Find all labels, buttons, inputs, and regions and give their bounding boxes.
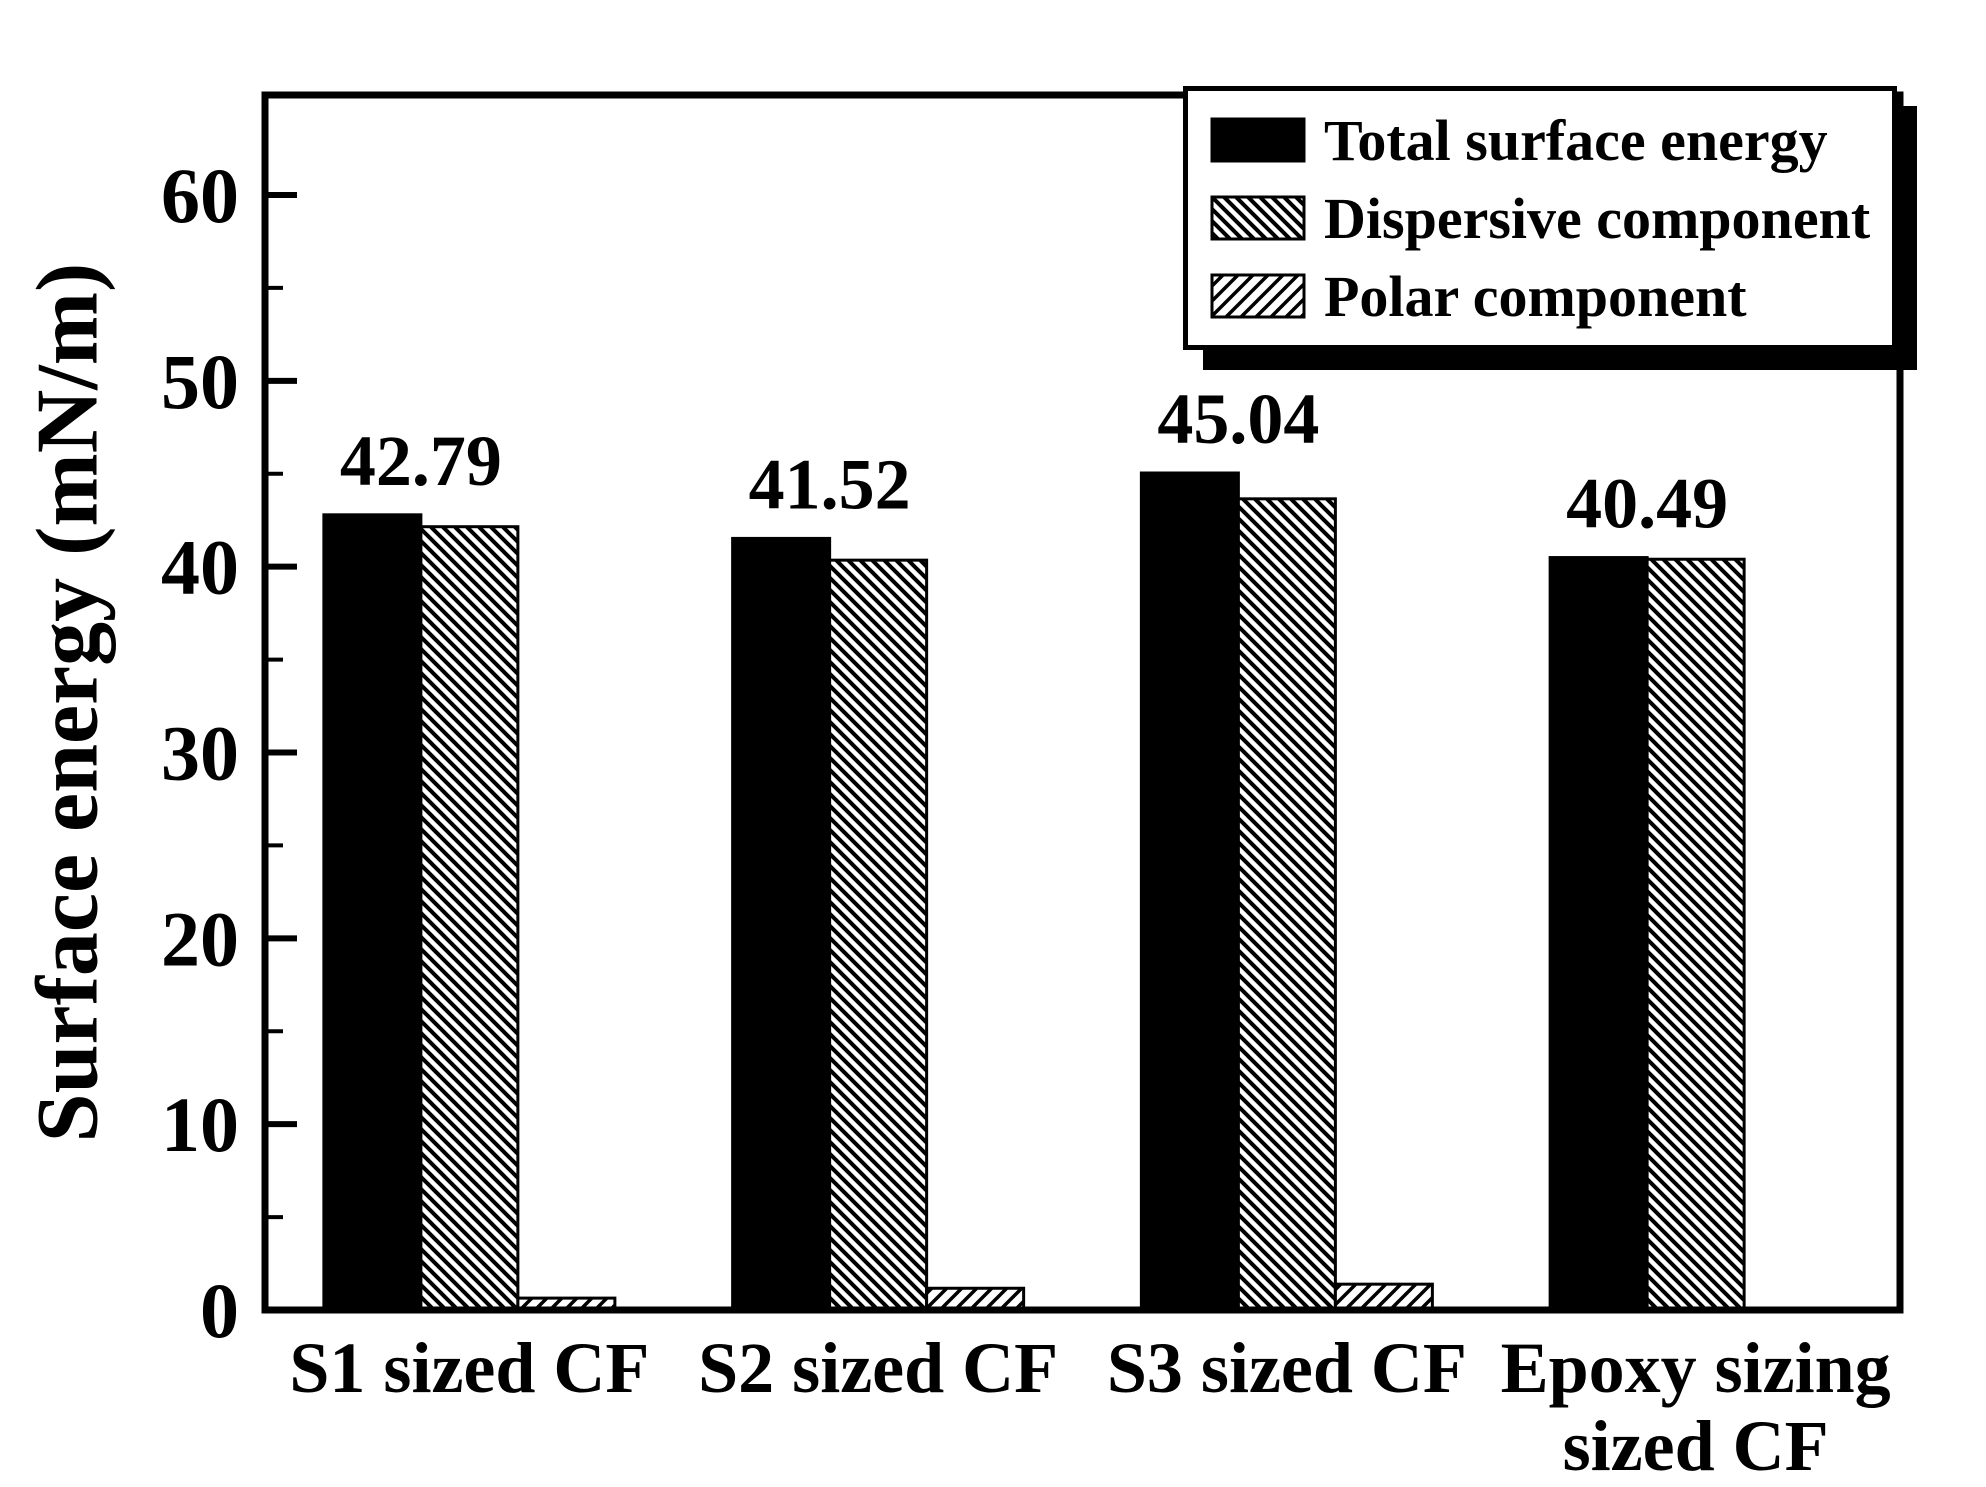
x-category-label: S3 sized CF bbox=[1107, 1328, 1467, 1408]
bar-value-label: 45.04 bbox=[1157, 379, 1319, 459]
legend-label-dispersive: Dispersive component bbox=[1324, 185, 1871, 251]
bar-value-label: 40.49 bbox=[1566, 464, 1728, 544]
bar-value-label: 41.52 bbox=[749, 444, 911, 524]
legend: Total surface energy Dispersive componen… bbox=[1183, 86, 1898, 350]
bar-value-label: 42.79 bbox=[340, 421, 502, 501]
legend-label-polar: Polar component bbox=[1324, 263, 1747, 329]
legend-item-dispersive: Dispersive component bbox=[1210, 179, 1870, 257]
bar-hatch-slash bbox=[1333, 1282, 1434, 1312]
bar-solid-black bbox=[731, 536, 832, 1312]
bar-hatch-backslash bbox=[1236, 497, 1337, 1312]
legend-swatch-slash-hatch bbox=[1210, 273, 1306, 319]
legend-swatch-backslash-hatch bbox=[1210, 195, 1306, 241]
bar-hatch-backslash bbox=[828, 558, 929, 1312]
bar-hatch-backslash bbox=[419, 525, 520, 1312]
y-tick-label: 50 bbox=[161, 338, 239, 425]
x-category-label: S1 sized CF bbox=[289, 1328, 649, 1408]
y-tick-label: 20 bbox=[161, 895, 239, 982]
legend-label-total: Total surface energy bbox=[1324, 107, 1828, 173]
legend-item-polar: Polar component bbox=[1210, 257, 1870, 335]
y-tick-label: 0 bbox=[200, 1267, 239, 1354]
x-category-label: Epoxy sizing sized CF bbox=[1501, 1328, 1891, 1486]
x-category-label: S2 sized CF bbox=[698, 1328, 1058, 1408]
bar-hatch-backslash bbox=[1645, 557, 1746, 1312]
legend-item-total: Total surface energy bbox=[1210, 101, 1870, 179]
y-tick-label: 10 bbox=[161, 1081, 239, 1168]
legend-swatch-solid-black bbox=[1210, 117, 1306, 163]
bar-solid-black bbox=[1548, 556, 1649, 1312]
bar-solid-black bbox=[1139, 471, 1240, 1312]
bar-solid-black bbox=[322, 513, 423, 1312]
plot-frame bbox=[261, 91, 1904, 1314]
y-tick-label: 60 bbox=[161, 152, 239, 239]
y-tick-label: 30 bbox=[161, 710, 239, 797]
y-tick-label: 40 bbox=[161, 524, 239, 611]
